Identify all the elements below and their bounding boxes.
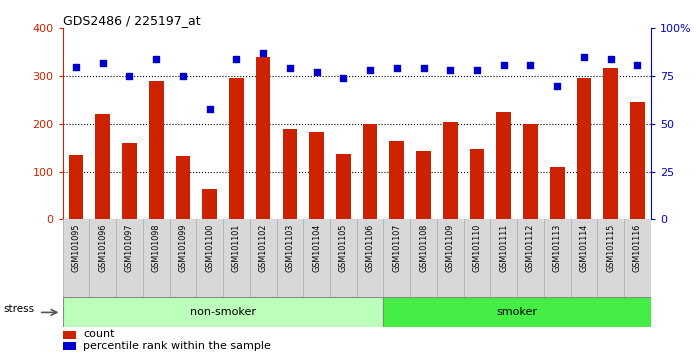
Text: GSM101116: GSM101116 bbox=[633, 223, 642, 272]
Text: GSM101111: GSM101111 bbox=[499, 223, 508, 272]
Point bbox=[124, 73, 135, 79]
Text: GSM101112: GSM101112 bbox=[526, 223, 535, 272]
Point bbox=[525, 62, 536, 68]
Bar bbox=[630, 102, 644, 219]
Text: percentile rank within the sample: percentile rank within the sample bbox=[84, 341, 271, 350]
Point bbox=[177, 73, 189, 79]
Text: GSM101098: GSM101098 bbox=[152, 223, 161, 272]
Point bbox=[338, 75, 349, 81]
Text: stress: stress bbox=[3, 304, 34, 314]
Point bbox=[258, 50, 269, 56]
Text: GSM101097: GSM101097 bbox=[125, 223, 134, 272]
Bar bbox=[63, 297, 383, 327]
Point bbox=[552, 83, 563, 88]
Bar bbox=[203, 189, 217, 219]
Point bbox=[150, 56, 161, 62]
Point bbox=[632, 62, 643, 68]
Bar bbox=[336, 154, 351, 219]
Text: GSM101105: GSM101105 bbox=[339, 223, 348, 272]
Text: GSM101104: GSM101104 bbox=[312, 223, 321, 272]
Bar bbox=[383, 297, 651, 327]
Point bbox=[391, 65, 402, 71]
Point bbox=[578, 54, 590, 60]
Bar bbox=[416, 151, 431, 219]
Point bbox=[498, 62, 509, 68]
Point bbox=[231, 56, 242, 62]
Text: GSM101101: GSM101101 bbox=[232, 223, 241, 272]
Point bbox=[70, 64, 81, 69]
Text: GSM101106: GSM101106 bbox=[365, 223, 374, 272]
Point bbox=[445, 68, 456, 73]
Text: GSM101102: GSM101102 bbox=[259, 223, 268, 272]
Bar bbox=[363, 124, 377, 219]
Text: GSM101115: GSM101115 bbox=[606, 223, 615, 272]
Text: GSM101110: GSM101110 bbox=[473, 223, 482, 272]
Bar bbox=[470, 149, 484, 219]
Text: GSM101107: GSM101107 bbox=[393, 223, 402, 272]
Bar bbox=[256, 57, 271, 219]
Bar bbox=[122, 143, 137, 219]
Bar bbox=[443, 121, 457, 219]
Text: count: count bbox=[84, 329, 115, 339]
Bar bbox=[175, 156, 190, 219]
Bar bbox=[63, 342, 76, 350]
Text: GSM101109: GSM101109 bbox=[445, 223, 454, 272]
Bar bbox=[390, 141, 404, 219]
Point bbox=[97, 60, 109, 65]
Text: smoker: smoker bbox=[497, 307, 537, 318]
Text: non-smoker: non-smoker bbox=[190, 307, 256, 318]
Bar bbox=[283, 129, 297, 219]
Bar bbox=[149, 81, 164, 219]
Text: GSM101100: GSM101100 bbox=[205, 223, 214, 272]
Point bbox=[418, 65, 429, 71]
Bar bbox=[603, 68, 618, 219]
Text: GSM101095: GSM101095 bbox=[72, 223, 81, 272]
Point bbox=[204, 106, 215, 112]
Text: GSM101099: GSM101099 bbox=[178, 223, 187, 272]
Bar bbox=[523, 124, 538, 219]
Text: GSM101096: GSM101096 bbox=[98, 223, 107, 272]
Text: GSM101108: GSM101108 bbox=[419, 223, 428, 272]
Bar bbox=[496, 112, 511, 219]
Bar bbox=[576, 79, 592, 219]
Bar bbox=[63, 331, 76, 338]
Bar bbox=[309, 132, 324, 219]
Bar bbox=[550, 167, 564, 219]
Text: GSM101113: GSM101113 bbox=[553, 223, 562, 272]
Text: GSM101114: GSM101114 bbox=[580, 223, 588, 272]
Point bbox=[471, 68, 482, 73]
Point bbox=[365, 68, 376, 73]
Text: GDS2486 / 225197_at: GDS2486 / 225197_at bbox=[63, 14, 200, 27]
Bar bbox=[229, 79, 244, 219]
Point bbox=[605, 56, 616, 62]
Point bbox=[284, 65, 295, 71]
Bar bbox=[95, 114, 110, 219]
Point bbox=[311, 69, 322, 75]
Bar bbox=[69, 155, 84, 219]
Text: GSM101103: GSM101103 bbox=[285, 223, 294, 272]
